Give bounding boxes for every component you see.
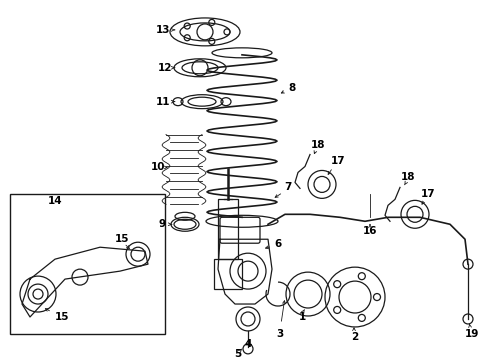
Text: 5: 5	[234, 349, 242, 359]
Text: 16: 16	[363, 226, 377, 236]
Text: 8: 8	[289, 83, 295, 93]
Text: 18: 18	[311, 140, 325, 149]
Text: 18: 18	[401, 172, 415, 183]
Text: 17: 17	[331, 157, 345, 166]
Text: 14: 14	[48, 196, 62, 206]
Text: 9: 9	[158, 219, 166, 229]
Text: 13: 13	[156, 25, 170, 35]
Bar	[214, 259, 242, 289]
Text: 19: 19	[465, 329, 479, 339]
Text: 3: 3	[276, 329, 284, 339]
Bar	[218, 199, 238, 259]
Text: 10: 10	[151, 162, 165, 172]
Text: 4: 4	[245, 339, 252, 349]
Text: 2: 2	[351, 332, 359, 342]
Text: 6: 6	[274, 239, 282, 249]
Text: 11: 11	[156, 97, 170, 107]
Text: 15: 15	[115, 234, 129, 244]
Text: 1: 1	[298, 312, 306, 322]
Bar	[10, 194, 165, 334]
Text: 12: 12	[158, 63, 172, 73]
Text: 7: 7	[284, 183, 292, 192]
Text: 17: 17	[421, 189, 435, 199]
Text: 15: 15	[55, 312, 69, 322]
